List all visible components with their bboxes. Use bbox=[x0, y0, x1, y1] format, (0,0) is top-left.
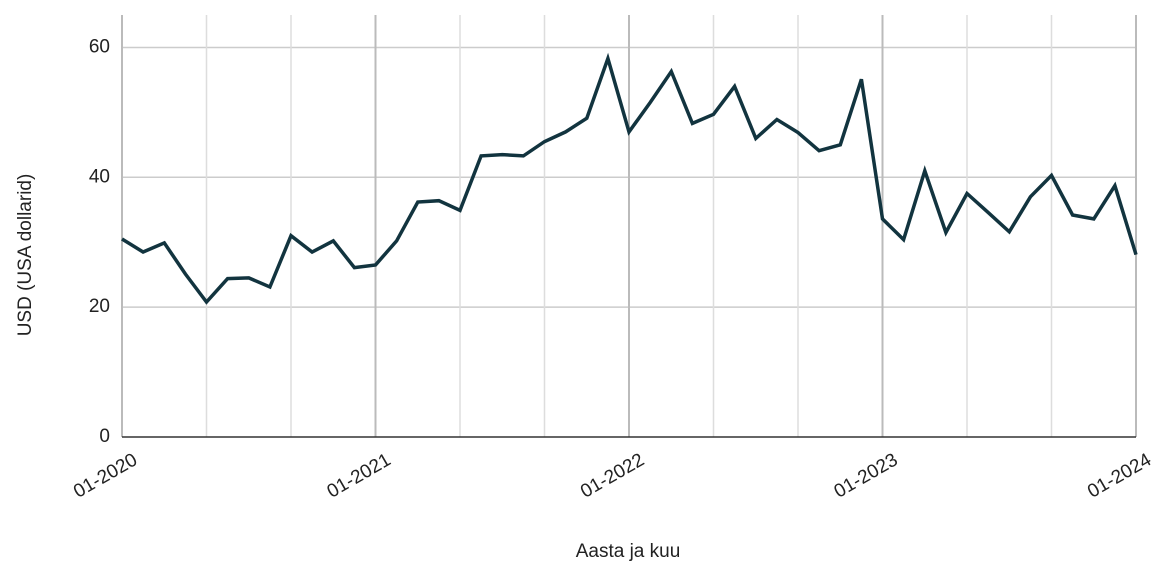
y-axis-label: USD (USA dollarid) bbox=[15, 174, 36, 337]
data-line bbox=[121, 52, 1138, 305]
x-tick-label: 01-2022 bbox=[577, 449, 648, 502]
x-tick-label: 01-2021 bbox=[324, 449, 395, 502]
x-axis-label: Aasta ja kuu bbox=[576, 541, 681, 562]
x-tick-label: 01-2020 bbox=[70, 449, 141, 502]
y-tick-label: 40 bbox=[89, 166, 110, 187]
y-tick-label: 60 bbox=[89, 36, 110, 57]
y-tick-label: 20 bbox=[89, 296, 110, 317]
x-tick-label: 01-2023 bbox=[831, 449, 902, 502]
x-tick-label: 01-2024 bbox=[1084, 449, 1153, 502]
y-tick-label: 0 bbox=[99, 426, 110, 447]
